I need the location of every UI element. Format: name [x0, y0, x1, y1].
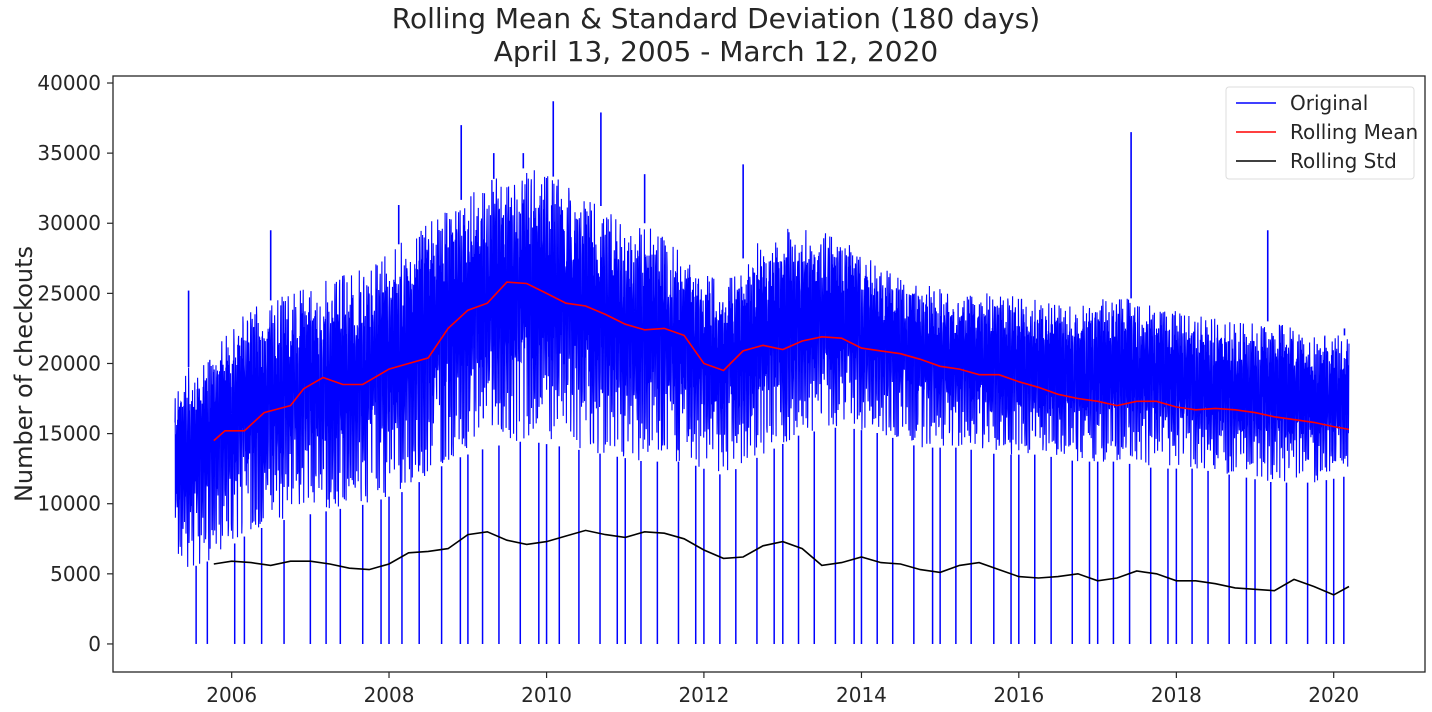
axis-ticks: 0 5000 10000 15000 20000 25000 30000 35000 40000… [37, 71, 1359, 707]
legend: Original Rolling Mean Rolling Std [1225, 86, 1418, 180]
plot-area-frame [112, 75, 1426, 673]
y-tick-label: 35000 [37, 141, 101, 165]
y-tick-label: 10000 [37, 492, 101, 516]
y-axis-label: Number of checkouts [10, 246, 38, 502]
series-rolling-mean-line [213, 281, 1350, 442]
legend-entry-label: Rolling Std [1290, 149, 1397, 173]
legend-entry-label: Rolling Mean [1290, 120, 1418, 144]
legend-entry-label: Original [1290, 91, 1368, 115]
x-tick-label: 2008 [364, 683, 415, 707]
series-original-line [174, 170, 1350, 567]
x-tick-label: 2010 [521, 683, 572, 707]
chart-subtitle-line: April 13, 2005 - March 12, 2020 [493, 35, 939, 68]
series-rolling-std-line [213, 529, 1350, 596]
y-tick-label: 15000 [37, 422, 101, 446]
y-tick-label: 25000 [37, 281, 101, 305]
chart-title-line: Rolling Mean & Standard Deviation (180 d… [391, 2, 1041, 35]
y-tick-label: 0 [88, 632, 101, 656]
series-layer [174, 101, 1350, 644]
y-tick-label: 20000 [37, 351, 101, 375]
y-tick-label: 30000 [37, 211, 101, 235]
chart-title: Rolling Mean & Standard Deviation (180 d… [0, 2, 1432, 68]
x-tick-label: 2006 [206, 683, 257, 707]
x-tick-label: 2014 [836, 683, 887, 707]
x-tick-label: 2018 [1151, 683, 1202, 707]
legend-box [1225, 86, 1415, 180]
x-tick-label: 2012 [678, 683, 729, 707]
x-tick-label: 2016 [993, 683, 1044, 707]
y-tick-label: 5000 [50, 562, 101, 586]
x-tick-label: 2020 [1308, 683, 1359, 707]
y-tick-label: 40000 [37, 71, 101, 95]
